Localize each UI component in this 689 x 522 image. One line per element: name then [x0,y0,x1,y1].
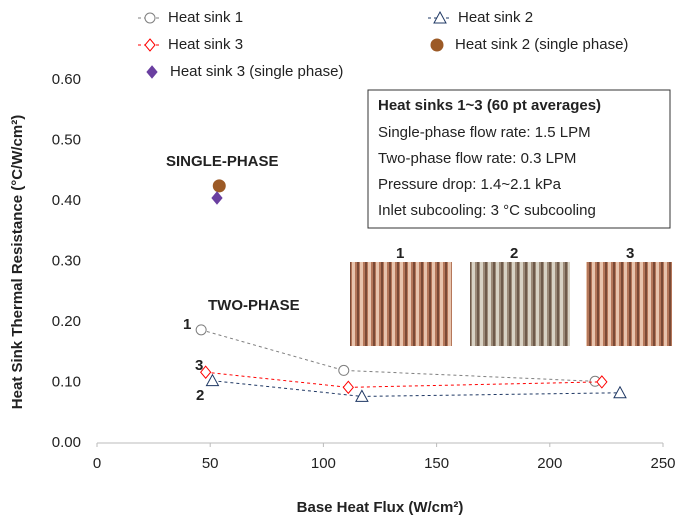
legend-marker [147,66,157,78]
annotation: 1 [183,316,191,333]
annotation: 3 [195,357,203,374]
y-tick-label: 0.00 [52,434,81,451]
x-tick-label: 200 [537,455,562,472]
data-point [343,381,353,393]
info-line: Two-phase flow rate: 0.3 LPM [378,150,576,167]
data-point [339,365,349,375]
legend-marker [431,39,443,51]
photo-heat-sink-1 [350,262,452,346]
legend-label: Heat sink 3 (single phase) [170,63,343,80]
info-line: Single-phase flow rate: 1.5 LPM [378,124,591,141]
x-tick-label: 150 [424,455,449,472]
y-tick-label: 0.30 [52,252,81,269]
series-line [206,372,602,387]
info-line: Inlet subcooling: 3 °C subcooling [378,202,596,219]
info-box-title: Heat sinks 1~3 (60 pt averages) [378,97,601,114]
annotation: 2 [196,387,204,404]
x-tick-label: 0 [93,455,101,472]
data-point [614,387,626,398]
y-tick-label: 0.50 [52,131,81,148]
chart: Heat sinks 1~3 (60 pt averages) Single-p… [0,0,689,522]
photo-label: 3 [626,245,634,262]
x-tick-label: 250 [650,455,675,472]
legend-marker [145,39,155,51]
annotation: SINGLE-PHASE [166,153,279,170]
photo-label: 2 [510,245,518,262]
photo-heat-sink-2 [470,262,570,346]
y-axis-title: Heat Sink Thermal Resistance (°C/W/cm²) [9,115,26,409]
legend-label: Heat sink 2 (single phase) [455,36,628,53]
legend-label: Heat sink 1 [168,9,243,26]
data-point [212,192,222,204]
data-point [213,180,225,192]
x-tick-label: 100 [311,455,336,472]
y-tick-label: 0.20 [52,313,81,330]
y-tick-label: 0.40 [52,192,81,209]
data-point [196,325,206,335]
annotation: TWO-PHASE [208,297,300,314]
y-tick-label: 0.60 [52,71,81,88]
y-tick-label: 0.10 [52,373,81,390]
info-line: Pressure drop: 1.4~2.1 kPa [378,176,562,193]
photo-heat-sink-3 [586,262,672,346]
legend-label: Heat sink 2 [458,9,533,26]
x-axis-title: Base Heat Flux (W/cm²) [297,499,464,516]
data-point [206,375,218,386]
x-tick-label: 50 [202,455,219,472]
legend-marker [145,13,155,23]
legend-label: Heat sink 3 [168,36,243,53]
photo-label: 1 [396,245,404,262]
